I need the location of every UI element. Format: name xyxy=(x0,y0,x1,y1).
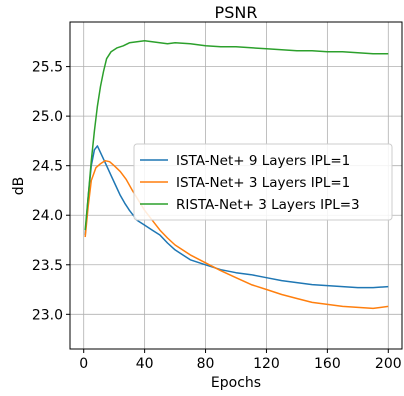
legend-entry: ISTA-Net+ 3 Layers IPL=1 xyxy=(176,175,350,191)
y-tick-label: 25.0 xyxy=(32,109,63,125)
legend-entry: ISTA-Net+ 9 Layers IPL=1 xyxy=(176,153,350,169)
x-tick-label: 120 xyxy=(253,356,280,372)
x-tick-label: 40 xyxy=(136,356,154,372)
y-tick-label: 24.0 xyxy=(32,208,63,224)
series-line-3 xyxy=(84,40,389,231)
y-axis-label: dB xyxy=(11,177,27,196)
plot-frame xyxy=(69,21,403,350)
series-line-2 xyxy=(84,159,389,310)
legend-box xyxy=(133,143,393,221)
x-tick-label: 200 xyxy=(375,356,402,372)
y-tick-label: 25.5 xyxy=(32,60,63,76)
x-tick-label: 80 xyxy=(197,356,215,372)
series-lines xyxy=(84,40,389,310)
y-tick-label: 24.5 xyxy=(32,159,63,175)
x-tick-label: 0 xyxy=(79,356,88,372)
y-tick-label: 23.5 xyxy=(32,258,63,274)
x-axis-label: Epochs xyxy=(211,375,261,391)
chart-title: PSNR xyxy=(215,3,258,22)
series-line-1 xyxy=(84,145,389,289)
x-tick-label: 160 xyxy=(314,356,341,372)
legend: ISTA-Net+ 9 Layers IPL=1 ISTA-Net+ 3 Laye… xyxy=(133,143,393,221)
axis-ticks: 0 40 80 120 160 200 23.0 23.5 24.0 24.5 25.0 25.5 xyxy=(32,60,402,372)
legend-entry: RISTA-Net+ 3 Layers IPL=3 xyxy=(176,197,360,213)
y-tick-label: 23.0 xyxy=(32,307,63,323)
